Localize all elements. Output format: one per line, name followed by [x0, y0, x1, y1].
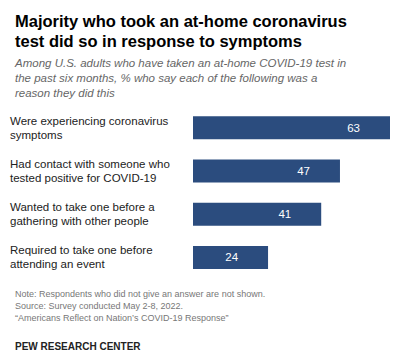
- svg-text:Among U.S. adults who have tak: Among U.S. adults who have taken an at-h…: [14, 57, 349, 69]
- svg-text:“Americans Reflect on Nation’s: “Americans Reflect on Nation’s COVID-19 …: [15, 313, 228, 323]
- svg-text:Wanted to take one before a: Wanted to take one before a: [10, 201, 158, 213]
- svg-text:Majority who took an at-home c: Majority who took an at-home coronavirus: [15, 12, 351, 30]
- svg-text:attending an event: attending an event: [10, 258, 105, 270]
- svg-text:47: 47: [297, 165, 310, 177]
- svg-text:Were experiencing coronavirus: Were experiencing coronavirus: [10, 115, 172, 127]
- svg-text:41: 41: [278, 208, 291, 220]
- svg-text:Source: Survey conducted May 2: Source: Survey conducted May 2-8, 2022.: [15, 301, 183, 311]
- svg-text:Note: Respondents who did not: Note: Respondents who did not give an an…: [15, 289, 265, 299]
- svg-text:24: 24: [225, 251, 238, 263]
- svg-text:Had contact with someone who: Had contact with someone who: [10, 158, 173, 170]
- svg-text:63: 63: [347, 122, 360, 134]
- svg-text:gathering with other people: gathering with other people: [10, 215, 149, 227]
- svg-text:PEW RESEARCH CENTER: PEW RESEARCH CENTER: [15, 341, 141, 352]
- svg-text:test did so in response to sym: test did so in response to symptoms: [15, 32, 302, 50]
- svg-text:symptoms: symptoms: [10, 129, 63, 141]
- svg-text:reason they did this: reason they did this: [15, 87, 115, 99]
- svg-text:tested positive for COVID-19: tested positive for COVID-19: [10, 172, 156, 184]
- svg-text:the past six months, % who say: the past six months, % who say each of t…: [15, 72, 321, 84]
- svg-text:Required to take one before: Required to take one before: [10, 244, 156, 256]
